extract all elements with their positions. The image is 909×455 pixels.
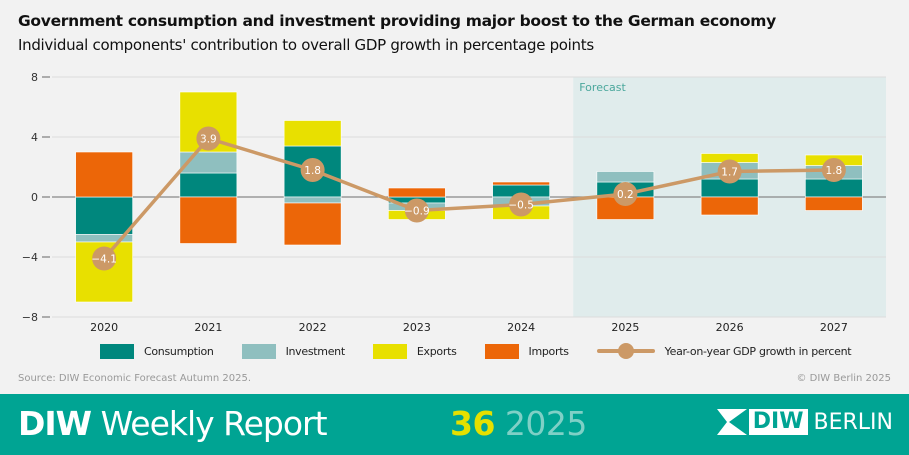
x-tick-label: 2024 <box>507 321 535 334</box>
y-tick-label: −4 <box>22 251 38 264</box>
bar-imports <box>492 181 550 186</box>
legend: Consumption Investment Exports Imports Y… <box>100 341 879 361</box>
gdp-growth-label: −0.9 <box>404 206 430 218</box>
brand-bold: DIW <box>18 404 92 443</box>
legend-item-consumption: Consumption <box>100 343 214 359</box>
logo-text: BERLIN <box>813 409 893 435</box>
issue-year: 2025 <box>494 404 587 443</box>
legend-label: Exports <box>416 344 457 358</box>
brand-title: DIW Weekly Report <box>18 404 328 443</box>
bar-investment <box>596 171 655 183</box>
legend-swatch <box>241 343 276 359</box>
issue: 36 2025 <box>450 404 587 443</box>
y-tick-label: −8 <box>22 311 38 324</box>
x-tick-label: 2020 <box>90 321 118 334</box>
x-tick-label: 2025 <box>611 321 639 334</box>
x-tick-label: 2026 <box>716 321 744 334</box>
gdp-growth-label: 3.9 <box>200 134 217 146</box>
copyright: © DIW Berlin 2025 <box>796 373 891 384</box>
chart: Forecast −8 −4 0 4 8 2020 2021 2022 2023 2024 2025 2… <box>22 71 886 334</box>
x-tick-label: 2022 <box>299 321 327 334</box>
legend-item-imports: Imports <box>484 343 569 359</box>
source-note: Source: DIW Economic Forecast Autumn 202… <box>18 373 252 384</box>
gdp-growth-marker <box>717 159 742 184</box>
legend-label: Investment <box>285 344 346 358</box>
gdp-growth-marker <box>300 158 325 182</box>
bar-imports <box>700 196 759 216</box>
legend-swatch <box>100 343 134 359</box>
gdp-growth-marker <box>196 126 221 151</box>
logo-mark-icon <box>716 409 747 435</box>
gdp-growth-label: 1.8 <box>304 165 321 177</box>
gdp-growth-label: −0.5 <box>508 200 534 212</box>
brand-rest: Weekly Report <box>91 404 328 443</box>
legend-label: Consumption <box>144 344 214 358</box>
x-tick-label: 2027 <box>820 321 848 334</box>
bar-investment <box>283 196 342 204</box>
gdp-growth-marker <box>613 182 638 206</box>
gdp-growth-line <box>102 136 834 260</box>
x-tick-label: 2021 <box>194 321 222 334</box>
bar-imports <box>75 151 133 198</box>
gdp-growth-marker <box>92 246 117 271</box>
bar-consumption <box>75 196 133 235</box>
gdp-growth-marker <box>509 192 534 217</box>
forecast-label: Forecast <box>579 81 626 94</box>
legend-swatch <box>372 343 407 359</box>
bar-exports <box>283 120 342 147</box>
legend-item-exports: Exports <box>372 343 457 359</box>
gdp-growth-marker <box>821 158 846 182</box>
gdp-growth-label: 1.7 <box>721 167 738 179</box>
legend-item-gdp-growth: Year-on-year GDP growth in percent <box>596 341 852 361</box>
gdp-growth-label: 1.8 <box>826 165 843 177</box>
y-tick-label: 0 <box>31 191 38 204</box>
legend-swatch <box>484 343 519 359</box>
bar-consumption <box>179 172 238 198</box>
bar-imports <box>388 187 446 198</box>
legend-line-marker <box>596 343 655 359</box>
chart-title: Government consumption and investment pr… <box>18 12 776 30</box>
bar-imports <box>179 196 238 244</box>
logo-box: DIW <box>748 409 808 435</box>
y-tick-label: 4 <box>31 131 38 144</box>
legend-label: Imports <box>528 344 569 358</box>
legend-item-investment: Investment <box>241 343 346 359</box>
bar-imports <box>283 202 342 246</box>
gdp-growth-label: −4.1 <box>91 254 117 266</box>
diw-logo: DIW BERLIN <box>716 409 893 435</box>
gdp-growth-label: 0.2 <box>617 189 634 201</box>
issue-number: 36 <box>450 404 495 443</box>
chart-subtitle: Individual components' contribution to o… <box>18 36 594 54</box>
footer-band: DIW Weekly Report 36 2025 DIW BERLIN <box>0 394 909 455</box>
bar-imports <box>805 196 863 211</box>
gdp-growth-marker <box>404 198 429 223</box>
legend-label: Year-on-year GDP growth in percent <box>664 344 852 358</box>
x-tick-label: 2023 <box>403 321 431 334</box>
y-tick-label: 8 <box>31 71 38 84</box>
